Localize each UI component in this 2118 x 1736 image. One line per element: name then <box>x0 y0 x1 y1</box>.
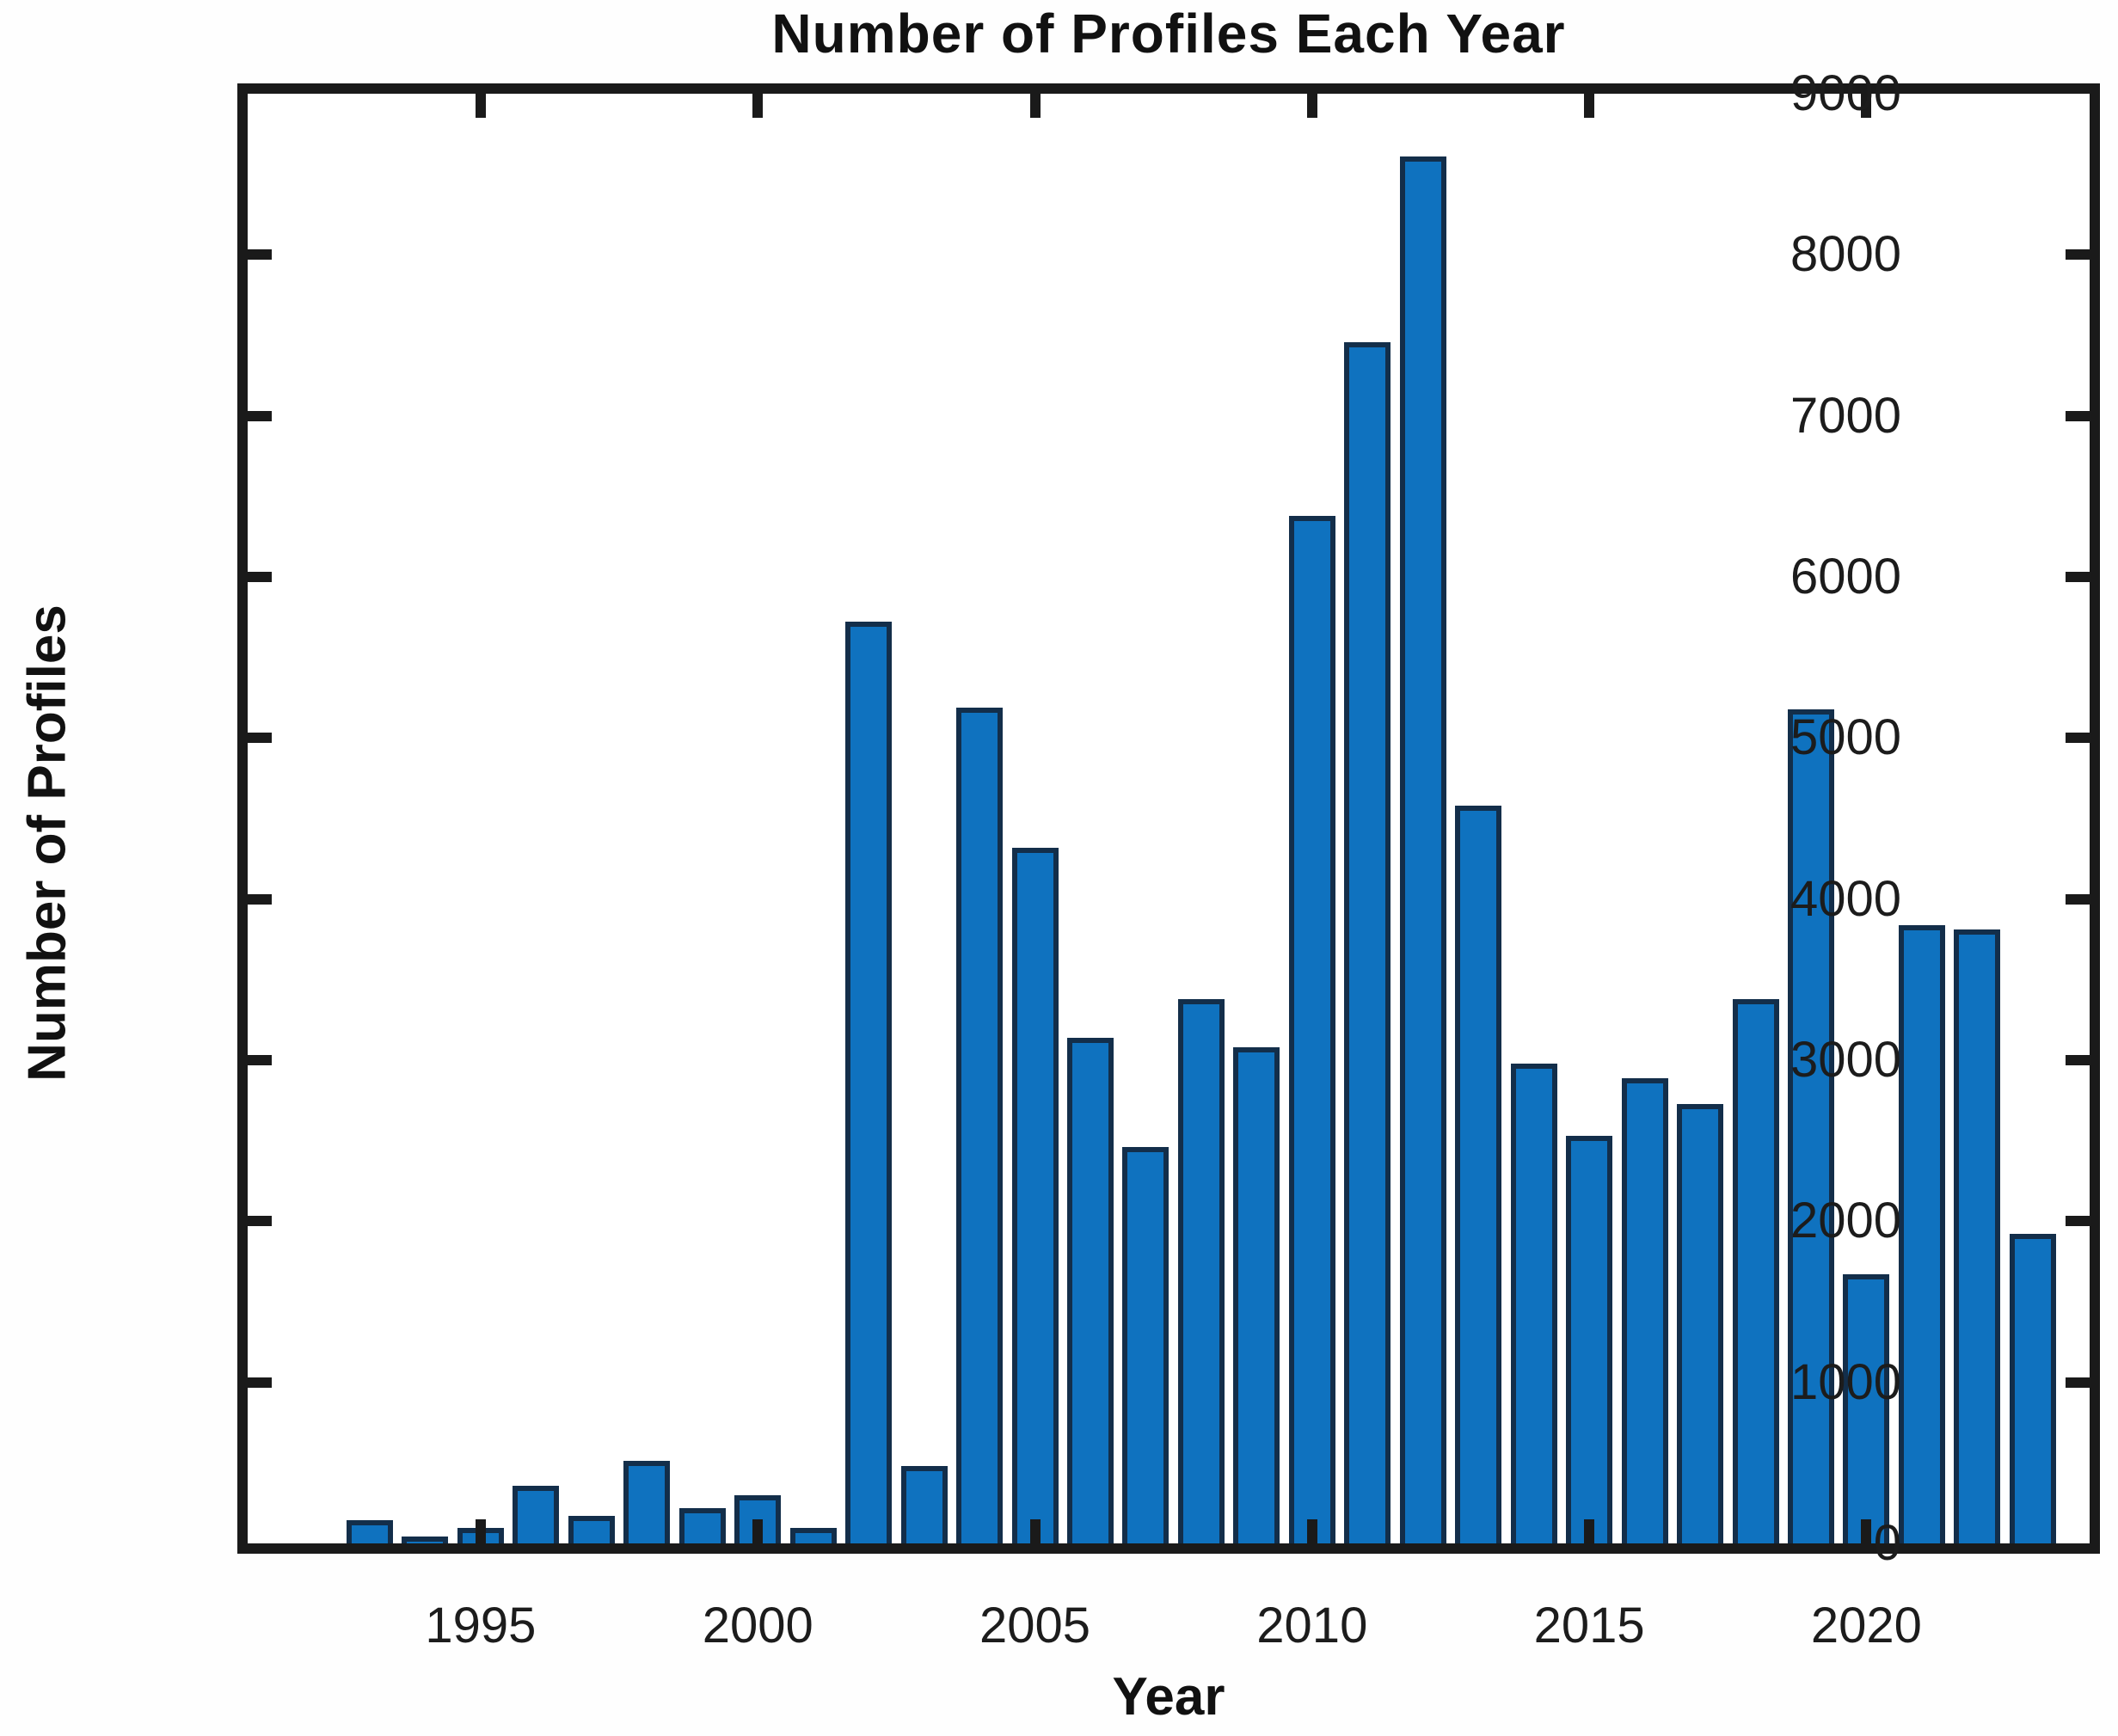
left-tick-7000 <box>248 410 272 421</box>
bar-2004 <box>956 707 1004 1543</box>
right-tick-6000 <box>2066 572 2090 582</box>
left-tick-3000 <box>248 1055 272 1065</box>
bottom-tick-2000 <box>752 1519 764 1543</box>
x-axis-label: Year <box>1112 1667 1225 1727</box>
left-tick-1000 <box>248 1377 272 1388</box>
y-tick-label-5000: 5000 <box>1790 709 1901 766</box>
right-tick-2000 <box>2066 1216 2090 1227</box>
right-tick-8000 <box>2066 249 2090 261</box>
bar-2011 <box>1344 341 1391 1543</box>
x-tick-label-2020: 2020 <box>1810 1598 1922 1653</box>
bottom-tick-2010 <box>1306 1519 1317 1543</box>
x-tick-label-2005: 2005 <box>979 1598 1091 1653</box>
y-tick-label-2000: 2000 <box>1790 1193 1901 1249</box>
y-axis-label: Number of Profiles <box>17 604 77 1082</box>
bar-2015 <box>1566 1136 1613 1543</box>
bar-2017 <box>1677 1103 1724 1543</box>
x-tick-label-2000: 2000 <box>702 1598 813 1653</box>
bar-2021 <box>1898 924 1945 1543</box>
left-tick-4000 <box>248 893 272 905</box>
bar-2009 <box>1233 1047 1280 1543</box>
y-tick-label-1000: 1000 <box>1790 1353 1901 1410</box>
bar-2007 <box>1122 1147 1170 1543</box>
bar-2023 <box>2009 1234 2056 1543</box>
top-tick-2000 <box>752 94 764 118</box>
left-tick-8000 <box>248 249 272 261</box>
bottom-tick-2015 <box>1584 1519 1595 1543</box>
top-tick-2005 <box>1029 94 1041 118</box>
y-tick-label-3000: 3000 <box>1790 1032 1901 1088</box>
right-tick-5000 <box>2066 733 2090 744</box>
bar-2013 <box>1455 806 1502 1543</box>
bar-1997 <box>568 1516 615 1543</box>
top-tick-2020 <box>1861 94 1872 118</box>
bar-1996 <box>513 1485 560 1543</box>
bar-1993 <box>347 1519 393 1543</box>
x-tick-label-1995: 1995 <box>425 1598 537 1653</box>
y-tick-label-7000: 7000 <box>1790 387 1901 444</box>
x-tick-label-2015: 2015 <box>1533 1598 1645 1653</box>
bar-2022 <box>1954 929 2001 1543</box>
y-tick-label-6000: 6000 <box>1790 549 1901 604</box>
left-tick-2000 <box>248 1216 272 1227</box>
top-tick-2015 <box>1584 94 1595 118</box>
right-tick-7000 <box>2066 410 2090 421</box>
left-tick-5000 <box>248 733 272 744</box>
bar-2018 <box>1732 998 1779 1543</box>
right-tick-3000 <box>2066 1055 2090 1065</box>
bar-2003 <box>900 1466 948 1543</box>
y-tick-label-0: 0 <box>1873 1515 1901 1571</box>
bottom-tick-2020 <box>1861 1519 1872 1543</box>
bar-2012 <box>1399 156 1446 1543</box>
bar-2016 <box>1621 1077 1668 1543</box>
bar-2019 <box>1787 709 1834 1543</box>
top-tick-1995 <box>475 94 486 118</box>
chart-title: Number of Profiles Each Year <box>771 3 1566 64</box>
bar-2001 <box>789 1528 837 1543</box>
right-tick-1000 <box>2066 1377 2090 1388</box>
y-tick-label-4000: 4000 <box>1790 870 1901 927</box>
right-tick-4000 <box>2066 893 2090 905</box>
bar-2002 <box>845 622 893 1543</box>
bottom-tick-2005 <box>1029 1519 1041 1543</box>
plot-inner <box>248 94 2090 1543</box>
y-tick-label-8000: 8000 <box>1790 226 1901 283</box>
bar-1999 <box>678 1507 726 1543</box>
bar-2006 <box>1066 1037 1114 1543</box>
bar-1994 <box>402 1536 449 1543</box>
plot-area <box>237 83 2100 1554</box>
bar-2008 <box>1177 998 1225 1543</box>
bottom-tick-1995 <box>475 1519 486 1543</box>
bar-2005 <box>1011 847 1059 1543</box>
x-tick-label-2010: 2010 <box>1256 1598 1368 1653</box>
bar-2020 <box>1843 1274 1890 1543</box>
bar-2010 <box>1288 515 1335 1543</box>
left-tick-6000 <box>248 572 272 582</box>
bar-2014 <box>1510 1063 1557 1543</box>
bar-1998 <box>623 1461 671 1543</box>
top-tick-2010 <box>1306 94 1317 118</box>
y-tick-label-9000: 9000 <box>1790 65 1901 121</box>
